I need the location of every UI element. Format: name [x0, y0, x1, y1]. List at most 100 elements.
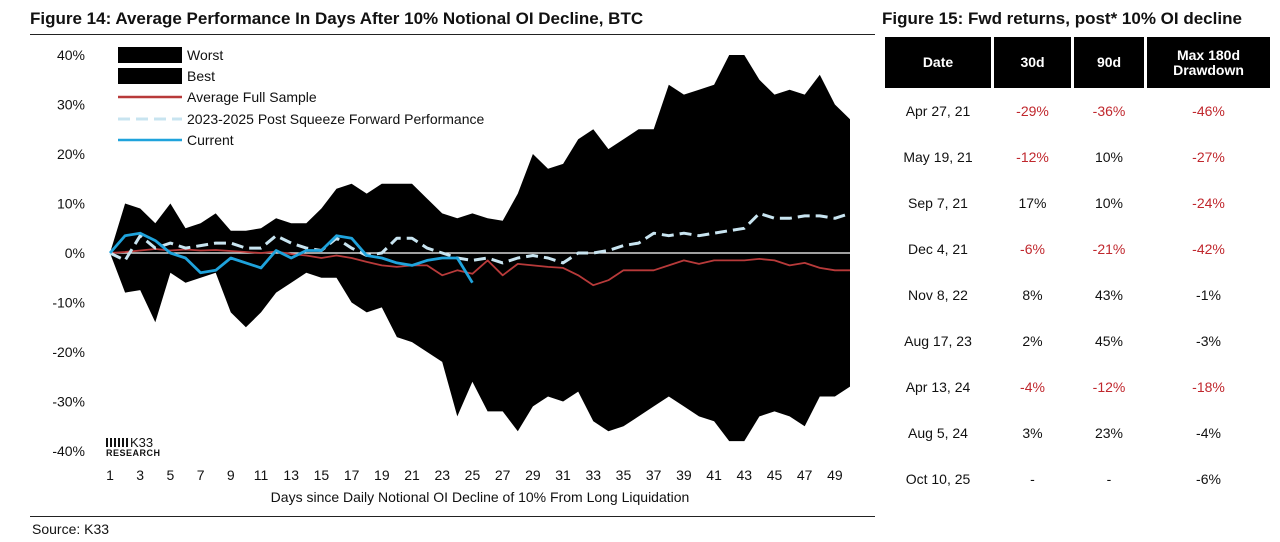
table-row: Aug 17, 23 2% 45% -3% — [885, 318, 1270, 364]
figure14-bottom-rule — [30, 516, 875, 517]
x-tick-label: 21 — [404, 467, 420, 483]
row-30d: 17% — [1018, 195, 1047, 211]
x-tick-label: 27 — [495, 467, 511, 483]
row-max-drawdown: -6% — [1196, 471, 1221, 487]
table-row: Dec 4, 21 -6% -21% -42% — [885, 226, 1270, 272]
legend-swatch — [118, 68, 182, 84]
row-date: Oct 10, 25 — [905, 471, 971, 487]
row-30d: -6% — [1020, 241, 1045, 257]
chart-x-axis-label: Days since Daily Notional OI Decline of … — [271, 489, 690, 505]
chart-areas — [110, 55, 850, 442]
y-tick-label: 20% — [57, 146, 85, 162]
row-90d: 43% — [1094, 287, 1124, 303]
x-tick-label: 39 — [676, 467, 692, 483]
row-date: May 19, 21 — [903, 149, 973, 165]
figure14-title: Figure 14: Average Performance In Days A… — [30, 9, 644, 28]
source-note: Source: K33 — [32, 521, 110, 537]
legend-label: Current — [187, 132, 234, 148]
row-date: Sep 7, 21 — [908, 195, 968, 211]
x-tick-label: 11 — [254, 467, 269, 483]
2023-2025-post-squeeze-forward-performance-line — [109, 211, 851, 265]
legend-label: 2023-2025 Post Squeeze Forward Performan… — [187, 111, 484, 127]
x-tick-label: 25 — [465, 467, 481, 483]
row-90d: 10% — [1094, 195, 1124, 211]
y-tick-label: 30% — [57, 97, 85, 113]
y-tick-label: -20% — [52, 344, 85, 360]
table-header-row: Date 30d 90d Max 180d Drawdown — [885, 37, 1270, 88]
logo-sub-text: RESEARCH — [106, 448, 161, 458]
table-row: Apr 13, 24 -4% -12% -18% — [885, 364, 1270, 410]
x-tick-label: 29 — [525, 467, 541, 483]
row-90d: -12% — [1092, 379, 1126, 395]
chart-y-ticks: 40% 30% 20% 10% 0% -10% -20% -30% -40% — [52, 47, 85, 459]
table-row: Apr 27, 21 -29% -36% -46% — [885, 88, 1270, 134]
best-worst-range-area — [110, 55, 850, 442]
row-90d: 23% — [1094, 425, 1124, 441]
x-tick-label: 43 — [736, 467, 752, 483]
row-max-drawdown: -42% — [1192, 241, 1225, 257]
table-row: Aug 5, 24 3% 23% -4% — [885, 410, 1270, 456]
row-date: Nov 8, 22 — [908, 287, 968, 303]
header-30d: 30d — [994, 37, 1071, 88]
chart-x-ticks: 1 3 5 7 9 11 13 15 17 19 21 23 25 27 29 31 33 35 37 39 41 43 4… — [106, 467, 843, 483]
figure15-title: Figure 15: Fwd returns, post* 10% OI dec… — [882, 9, 1242, 28]
average-full-sample-line — [109, 248, 850, 287]
x-tick-label: 45 — [767, 467, 783, 483]
row-max-drawdown: -46% — [1192, 103, 1225, 119]
legend-swatch — [118, 47, 182, 63]
x-tick-label: 47 — [797, 467, 813, 483]
row-max-drawdown: -18% — [1192, 379, 1225, 395]
y-tick-label: 10% — [57, 196, 85, 212]
x-tick-label: 3 — [136, 467, 144, 483]
x-tick-label: 19 — [374, 467, 390, 483]
y-tick-label: -10% — [52, 295, 85, 311]
x-tick-label: 23 — [434, 467, 450, 483]
row-30d: -4% — [1020, 379, 1045, 395]
x-tick-label: 49 — [827, 467, 843, 483]
row-max-drawdown: -27% — [1192, 149, 1225, 165]
table-row: Sep 7, 21 17% 10% -24% — [885, 180, 1270, 226]
table-row: Nov 8, 22 8% 43% -1% — [885, 272, 1270, 318]
x-tick-label: 15 — [314, 467, 330, 483]
row-max-drawdown: -4% — [1196, 425, 1221, 441]
y-tick-label: -40% — [52, 443, 85, 459]
x-tick-label: 1 — [106, 467, 114, 483]
legend-label: Best — [187, 68, 215, 84]
figure14-title-rule — [30, 34, 875, 35]
row-90d: -36% — [1092, 103, 1126, 119]
y-tick-label: -30% — [52, 394, 85, 410]
row-30d: 2% — [1022, 333, 1043, 349]
y-tick-label: 40% — [57, 47, 85, 63]
x-tick-label: 41 — [706, 467, 722, 483]
x-tick-label: 35 — [616, 467, 632, 483]
fwd-returns-table: Date 30d 90d Max 180d Drawdown Apr 27, 2… — [882, 37, 1273, 502]
legend-label: Average Full Sample — [187, 89, 317, 105]
logo-brand-text: K33 — [130, 435, 154, 450]
x-tick-label: 37 — [646, 467, 662, 483]
table-row: Oct 10, 25 - - -6% — [885, 456, 1270, 502]
header-date: Date — [885, 37, 991, 88]
table-row: May 19, 21 -12% 10% -27% — [885, 134, 1270, 180]
x-tick-label: 9 — [227, 467, 235, 483]
row-max-drawdown: -1% — [1196, 287, 1221, 303]
row-90d: -21% — [1092, 241, 1126, 257]
row-90d: 10% — [1094, 149, 1124, 165]
k33-logo-mark-icon — [106, 438, 128, 448]
chart-legend: Worst Best Average Full Sample 2023-2025 Po… — [118, 47, 484, 148]
row-date: Apr 13, 24 — [905, 379, 971, 395]
y-tick-label: 0% — [65, 245, 85, 261]
row-30d: - — [1030, 471, 1035, 487]
legend-label: Worst — [187, 47, 223, 63]
row-max-drawdown: -3% — [1196, 333, 1221, 349]
x-tick-label: 13 — [283, 467, 299, 483]
row-date: Aug 5, 24 — [908, 425, 968, 441]
x-tick-label: 31 — [555, 467, 571, 483]
row-90d: - — [1106, 471, 1112, 487]
x-tick-label: 33 — [585, 467, 601, 483]
row-30d: 3% — [1022, 425, 1043, 441]
header-90d: 90d — [1074, 37, 1144, 88]
x-tick-label: 17 — [344, 467, 360, 483]
row-30d: -12% — [1016, 149, 1049, 165]
chart-lines — [108, 211, 851, 287]
row-max-drawdown: -24% — [1192, 195, 1225, 211]
